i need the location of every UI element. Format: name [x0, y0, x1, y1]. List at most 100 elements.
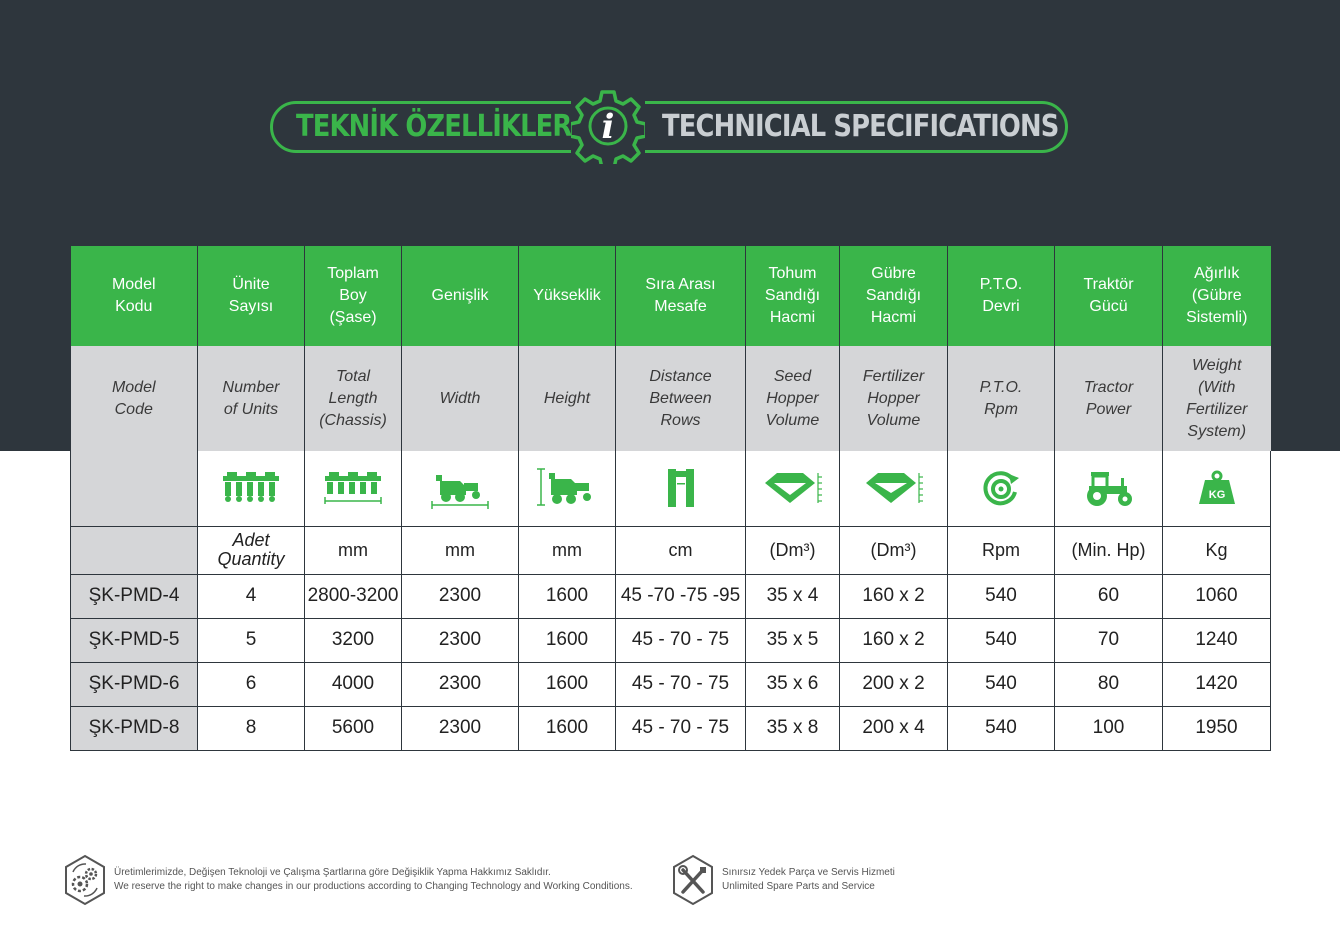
- tools-badge-icon: [672, 854, 714, 906]
- cell-model: ŞK-PMD-4: [70, 573, 198, 619]
- th-en-units: Number of Units: [197, 346, 305, 451]
- icon-cell-empty: [70, 451, 198, 527]
- th-en-distance: Distance Between Rows: [615, 346, 746, 451]
- unit-width: mm: [401, 525, 519, 575]
- th-en-model: Model Code: [70, 346, 198, 451]
- unit-quantity: Adet Quantity: [197, 525, 305, 575]
- cell-fertilizer: 160 x 2: [839, 617, 948, 663]
- cell-seed: 35 x 8: [745, 705, 840, 751]
- th-tr-height: Yükseklik: [518, 246, 616, 346]
- unit-power: (Min. Hp): [1054, 525, 1163, 575]
- cell-model: ŞK-PMD-6: [70, 661, 198, 707]
- cell-length: 5600: [304, 705, 402, 751]
- th-tr-power: Traktör Gücü: [1054, 246, 1163, 346]
- th-tr-weight: Ağırlık (Gübre Sistemli): [1162, 246, 1271, 346]
- machine-width-icon: [401, 451, 519, 527]
- pto-rpm-icon: [947, 451, 1055, 527]
- weight-kg-label: KG: [1208, 489, 1225, 501]
- cell-distance: 45 - 70 - 75: [615, 661, 746, 707]
- table-row: ŞK-PMD-5 5 3200 2300 1600 45 - 70 - 75 3…: [70, 617, 1271, 663]
- unit-fertilizer: (Dm³): [839, 525, 948, 575]
- planter-length-icon: [304, 451, 402, 527]
- cell-units: 8: [197, 705, 305, 751]
- th-tr-distance: Sıra Arası Mesafe: [615, 246, 746, 346]
- cell-power: 100: [1054, 705, 1163, 751]
- table-row: ŞK-PMD-4 4 2800-3200 2300 1600 45 -70 -7…: [70, 573, 1271, 619]
- unit-distance: cm: [615, 525, 746, 575]
- seed-hopper-icon: [745, 451, 840, 527]
- cell-model: ŞK-PMD-5: [70, 617, 198, 663]
- cell-fertilizer: 200 x 4: [839, 705, 948, 751]
- cell-model: ŞK-PMD-8: [70, 705, 198, 751]
- fertilizer-hopper-icon: [839, 451, 948, 527]
- cell-pto: 540: [947, 617, 1055, 663]
- cell-height: 1600: [518, 573, 616, 619]
- unit-weight: Kg: [1162, 525, 1271, 575]
- header-row-english: Model Code Number of Units Total Length (Cha…: [70, 346, 1271, 451]
- cell-units: 5: [197, 617, 305, 663]
- cell-length: 2800-3200: [304, 573, 402, 619]
- cell-units: 6: [197, 661, 305, 707]
- th-en-width: Width: [401, 346, 519, 451]
- cell-length: 4000: [304, 661, 402, 707]
- th-tr-units: Ünite Sayısı: [197, 246, 305, 346]
- th-en-length: Total Length (Chassis): [304, 346, 402, 451]
- unit-height: mm: [518, 525, 616, 575]
- th-en-power: Tractor Power: [1054, 346, 1163, 451]
- th-en-seed: Seed Hopper Volume: [745, 346, 840, 451]
- cell-height: 1600: [518, 705, 616, 751]
- unit-cell-empty: [70, 525, 198, 575]
- header-row-turkish: Model Kodu Ünite Sayısı Toplam Boy (Şase) Ge…: [70, 246, 1271, 346]
- footer-service-tr: Sınırsız Yedek Parça ve Servis Hizmeti: [722, 867, 895, 878]
- unit-row: Adet Quantity mm mm mm cm (Dm³) (Dm³) Rpm…: [70, 525, 1271, 575]
- table-row: ŞK-PMD-8 8 5600 2300 1600 45 - 70 - 75 3…: [70, 705, 1271, 751]
- cell-height: 1600: [518, 661, 616, 707]
- cell-distance: 45 -70 -75 -95: [615, 573, 746, 619]
- cell-fertilizer: 160 x 2: [839, 573, 948, 619]
- cell-weight: 1060: [1162, 573, 1271, 619]
- cell-width: 2300: [401, 617, 519, 663]
- th-en-weight: Weight (With Fertilizer System): [1162, 346, 1271, 451]
- cell-weight: 1420: [1162, 661, 1271, 707]
- tractor-icon: [1054, 451, 1163, 527]
- cell-weight: 1950: [1162, 705, 1271, 751]
- footer-service-en: Unlimited Spare Parts and Service: [722, 881, 875, 892]
- title-turkish: TEKNİK ÖZELLİKLER: [296, 109, 572, 144]
- th-tr-seed: Tohum Sandığı Hacmi: [745, 246, 840, 346]
- unit-seed: (Dm³): [745, 525, 840, 575]
- row-distance-icon: [615, 451, 746, 527]
- cell-fertilizer: 200 x 2: [839, 661, 948, 707]
- cell-units: 4: [197, 573, 305, 619]
- unit-pto: Rpm: [947, 525, 1055, 575]
- cell-pto: 540: [947, 661, 1055, 707]
- th-en-pto: P.T.O. Rpm: [947, 346, 1055, 451]
- cell-width: 2300: [401, 661, 519, 707]
- th-tr-length: Toplam Boy (Şase): [304, 246, 402, 346]
- th-tr-fertilizer: Gübre Sandığı Hacmi: [839, 246, 948, 346]
- info-gear-icon: i: [568, 88, 648, 170]
- spec-table: Model Kodu Ünite Sayısı Toplam Boy (Şase) Ge…: [70, 246, 1271, 751]
- weight-kg-icon: KG: [1162, 451, 1271, 527]
- footer-disclaimer-en: We reserve the right to make changes in …: [114, 881, 633, 892]
- planter-units-icon: [197, 451, 305, 527]
- footer-disclaimer-tr: Üretimlerimizde, Değişen Teknoloji ve Ça…: [114, 867, 551, 878]
- cell-power: 60: [1054, 573, 1163, 619]
- gears-badge-icon: [64, 854, 106, 906]
- th-tr-pto: P.T.O. Devri: [947, 246, 1055, 346]
- cell-power: 80: [1054, 661, 1163, 707]
- cell-height: 1600: [518, 617, 616, 663]
- cell-seed: 35 x 4: [745, 573, 840, 619]
- cell-seed: 35 x 6: [745, 661, 840, 707]
- cell-power: 70: [1054, 617, 1163, 663]
- cell-width: 2300: [401, 705, 519, 751]
- cell-distance: 45 - 70 - 75: [615, 617, 746, 663]
- cell-weight: 1240: [1162, 617, 1271, 663]
- title-pill: [270, 101, 1068, 153]
- icon-row: KG: [70, 451, 1271, 527]
- th-tr-model: Model Kodu: [70, 246, 198, 346]
- unit-length: mm: [304, 525, 402, 575]
- th-en-fertilizer: Fertilizer Hopper Volume: [839, 346, 948, 451]
- cell-pto: 540: [947, 573, 1055, 619]
- cell-distance: 45 - 70 - 75: [615, 705, 746, 751]
- table-row: ŞK-PMD-6 6 4000 2300 1600 45 - 70 - 75 3…: [70, 661, 1271, 707]
